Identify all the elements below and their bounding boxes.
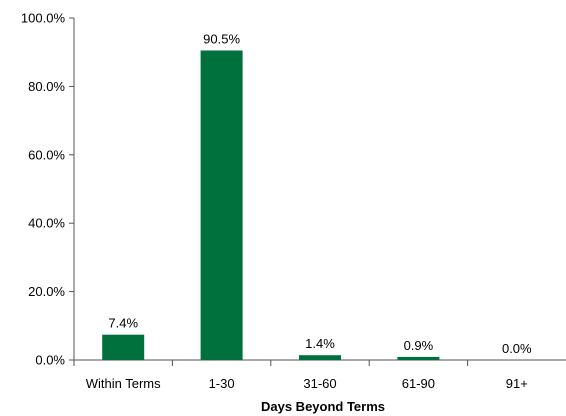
data-labels: 7.4% 90.5% 1.4% 0.9% 0.0%	[108, 31, 532, 356]
y-tick-label: 0.0%	[35, 353, 65, 368]
bars	[102, 50, 440, 361]
y-tick-label: 20.0%	[28, 284, 65, 299]
bar	[102, 334, 145, 360]
data-label: 1.4%	[305, 336, 335, 351]
y-tick-label: 100.0%	[21, 11, 66, 26]
x-tick-label: 91+	[506, 376, 528, 391]
y-tick-label: 40.0%	[28, 216, 65, 231]
bar	[397, 356, 440, 360]
x-tick-label: 1-30	[209, 376, 235, 391]
x-tick-label: 61-90	[402, 376, 435, 391]
bar	[299, 355, 341, 360]
data-label: 90.5%	[203, 31, 240, 46]
x-axis: Within Terms 1-30 31-60 61-90 91+	[86, 360, 528, 391]
data-label: 7.4%	[108, 316, 138, 331]
bar	[200, 50, 243, 361]
plot-frame	[73, 18, 566, 366]
x-axis-title: Days Beyond Terms	[261, 399, 385, 414]
data-label: 0.9%	[404, 338, 434, 353]
data-label: 0.0%	[502, 341, 532, 356]
x-tick-label: 31-60	[303, 376, 336, 391]
y-tick-label: 60.0%	[28, 147, 65, 162]
y-axis: 0.0% 20.0% 40.0% 60.0% 80.0% 100.0%	[21, 11, 74, 368]
y-tick-label: 80.0%	[28, 79, 65, 94]
x-tick-label: Within Terms	[86, 376, 161, 391]
